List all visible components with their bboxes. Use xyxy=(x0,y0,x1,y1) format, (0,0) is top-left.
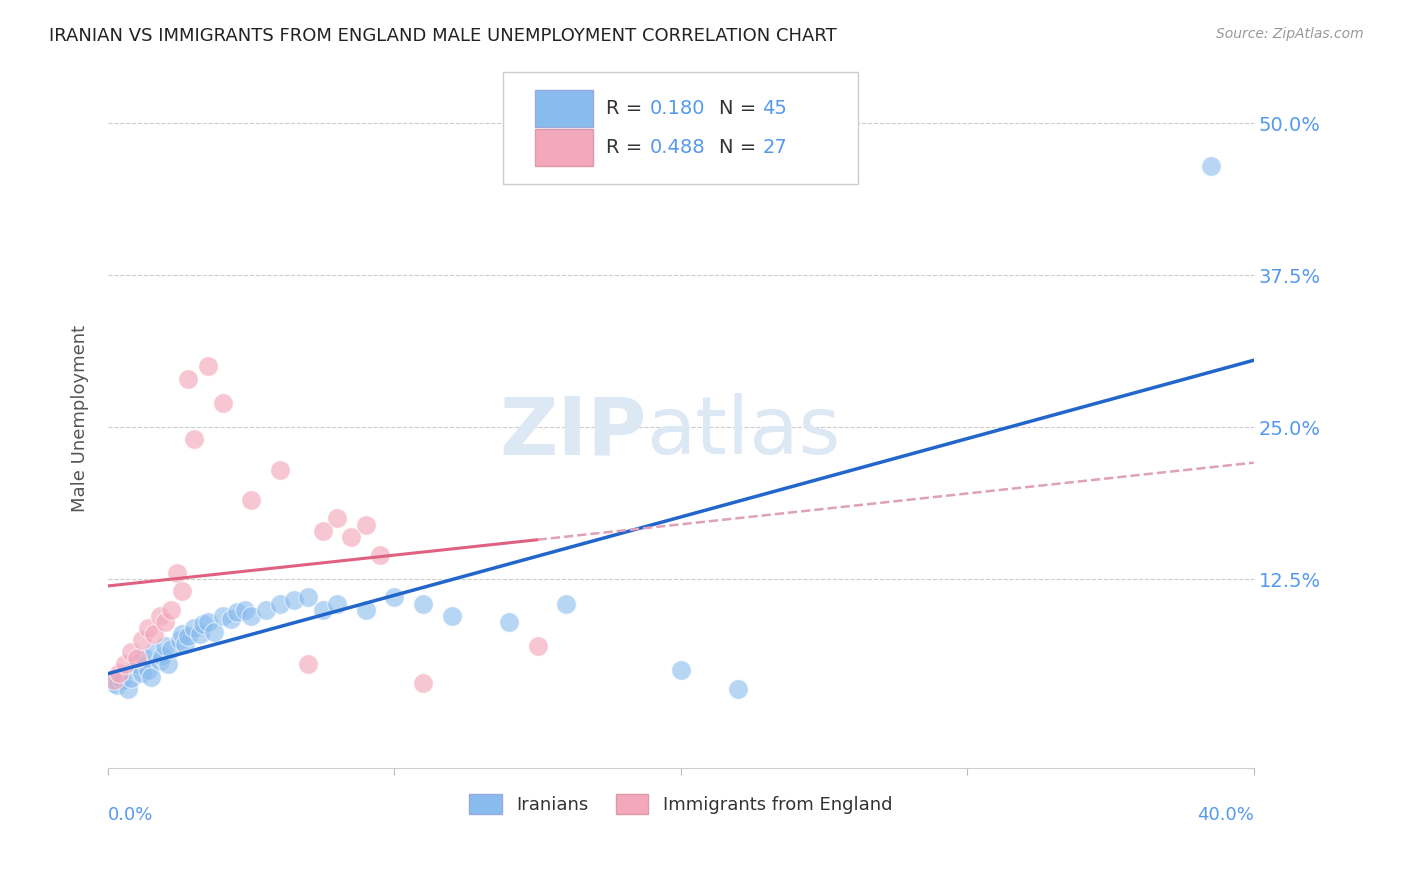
Point xyxy=(312,524,335,538)
Point xyxy=(211,608,233,623)
Point xyxy=(114,657,136,672)
Point xyxy=(160,641,183,656)
Text: 0.488: 0.488 xyxy=(650,138,706,157)
FancyBboxPatch shape xyxy=(536,90,593,127)
Point xyxy=(368,548,391,562)
Point xyxy=(211,396,233,410)
Point xyxy=(155,615,177,629)
Point xyxy=(412,597,434,611)
Point xyxy=(172,627,194,641)
Text: 27: 27 xyxy=(762,138,787,157)
Point xyxy=(240,608,263,623)
Point xyxy=(177,371,200,385)
Point xyxy=(197,359,219,374)
Point xyxy=(235,602,257,616)
Point xyxy=(136,621,159,635)
Y-axis label: Male Unemployment: Male Unemployment xyxy=(72,325,89,512)
Point xyxy=(202,624,225,639)
Point xyxy=(117,681,139,696)
Point xyxy=(254,602,277,616)
Point xyxy=(125,657,148,672)
Point xyxy=(188,627,211,641)
Point xyxy=(120,645,142,659)
FancyBboxPatch shape xyxy=(503,72,859,184)
Text: R =: R = xyxy=(606,99,650,118)
Point xyxy=(191,617,214,632)
Text: 0.180: 0.180 xyxy=(650,99,706,118)
Point xyxy=(136,664,159,678)
Point xyxy=(103,675,125,690)
Point xyxy=(440,608,463,623)
Text: 40.0%: 40.0% xyxy=(1197,806,1254,824)
Point xyxy=(131,633,153,648)
Point xyxy=(354,517,377,532)
Point xyxy=(727,681,749,696)
Legend: Iranians, Immigrants from England: Iranians, Immigrants from England xyxy=(463,787,900,822)
Point xyxy=(177,629,200,643)
Point xyxy=(498,615,520,629)
Point xyxy=(269,597,291,611)
Point xyxy=(172,584,194,599)
Point xyxy=(183,621,205,635)
Point xyxy=(326,597,349,611)
Text: ZIP: ZIP xyxy=(499,393,647,471)
Text: atlas: atlas xyxy=(647,393,841,471)
Text: 0.0%: 0.0% xyxy=(108,806,153,824)
Point xyxy=(412,675,434,690)
Point xyxy=(384,591,406,605)
Text: N =: N = xyxy=(718,99,762,118)
Text: IRANIAN VS IMMIGRANTS FROM ENGLAND MALE UNEMPLOYMENT CORRELATION CHART: IRANIAN VS IMMIGRANTS FROM ENGLAND MALE … xyxy=(49,27,837,45)
Point xyxy=(269,463,291,477)
Point xyxy=(105,678,128,692)
Text: N =: N = xyxy=(718,138,762,157)
Point xyxy=(669,664,692,678)
Point xyxy=(125,651,148,665)
Point xyxy=(139,669,162,683)
Text: R =: R = xyxy=(606,138,650,157)
Point xyxy=(240,493,263,508)
Point xyxy=(312,602,335,616)
Point xyxy=(169,633,191,648)
FancyBboxPatch shape xyxy=(536,129,593,166)
Point xyxy=(103,673,125,688)
Point xyxy=(131,665,153,680)
Point xyxy=(142,627,165,641)
Point xyxy=(197,615,219,629)
Point xyxy=(152,648,174,663)
Point xyxy=(219,612,242,626)
Point xyxy=(120,671,142,685)
Point xyxy=(157,657,180,672)
Point xyxy=(160,602,183,616)
Point xyxy=(326,511,349,525)
Point xyxy=(148,654,170,668)
Point xyxy=(526,639,548,653)
Point xyxy=(1199,159,1222,173)
Point xyxy=(166,566,188,581)
Point xyxy=(555,597,578,611)
Point xyxy=(108,665,131,680)
Point xyxy=(297,657,319,672)
Point xyxy=(354,602,377,616)
Point xyxy=(340,530,363,544)
Point xyxy=(142,645,165,659)
Point xyxy=(111,673,134,688)
Point xyxy=(297,591,319,605)
Point xyxy=(148,608,170,623)
Point xyxy=(183,433,205,447)
Text: Source: ZipAtlas.com: Source: ZipAtlas.com xyxy=(1216,27,1364,41)
Point xyxy=(134,651,156,665)
Point xyxy=(174,637,197,651)
Point xyxy=(225,605,247,619)
Text: 45: 45 xyxy=(762,99,787,118)
Point xyxy=(283,593,305,607)
Point xyxy=(155,639,177,653)
